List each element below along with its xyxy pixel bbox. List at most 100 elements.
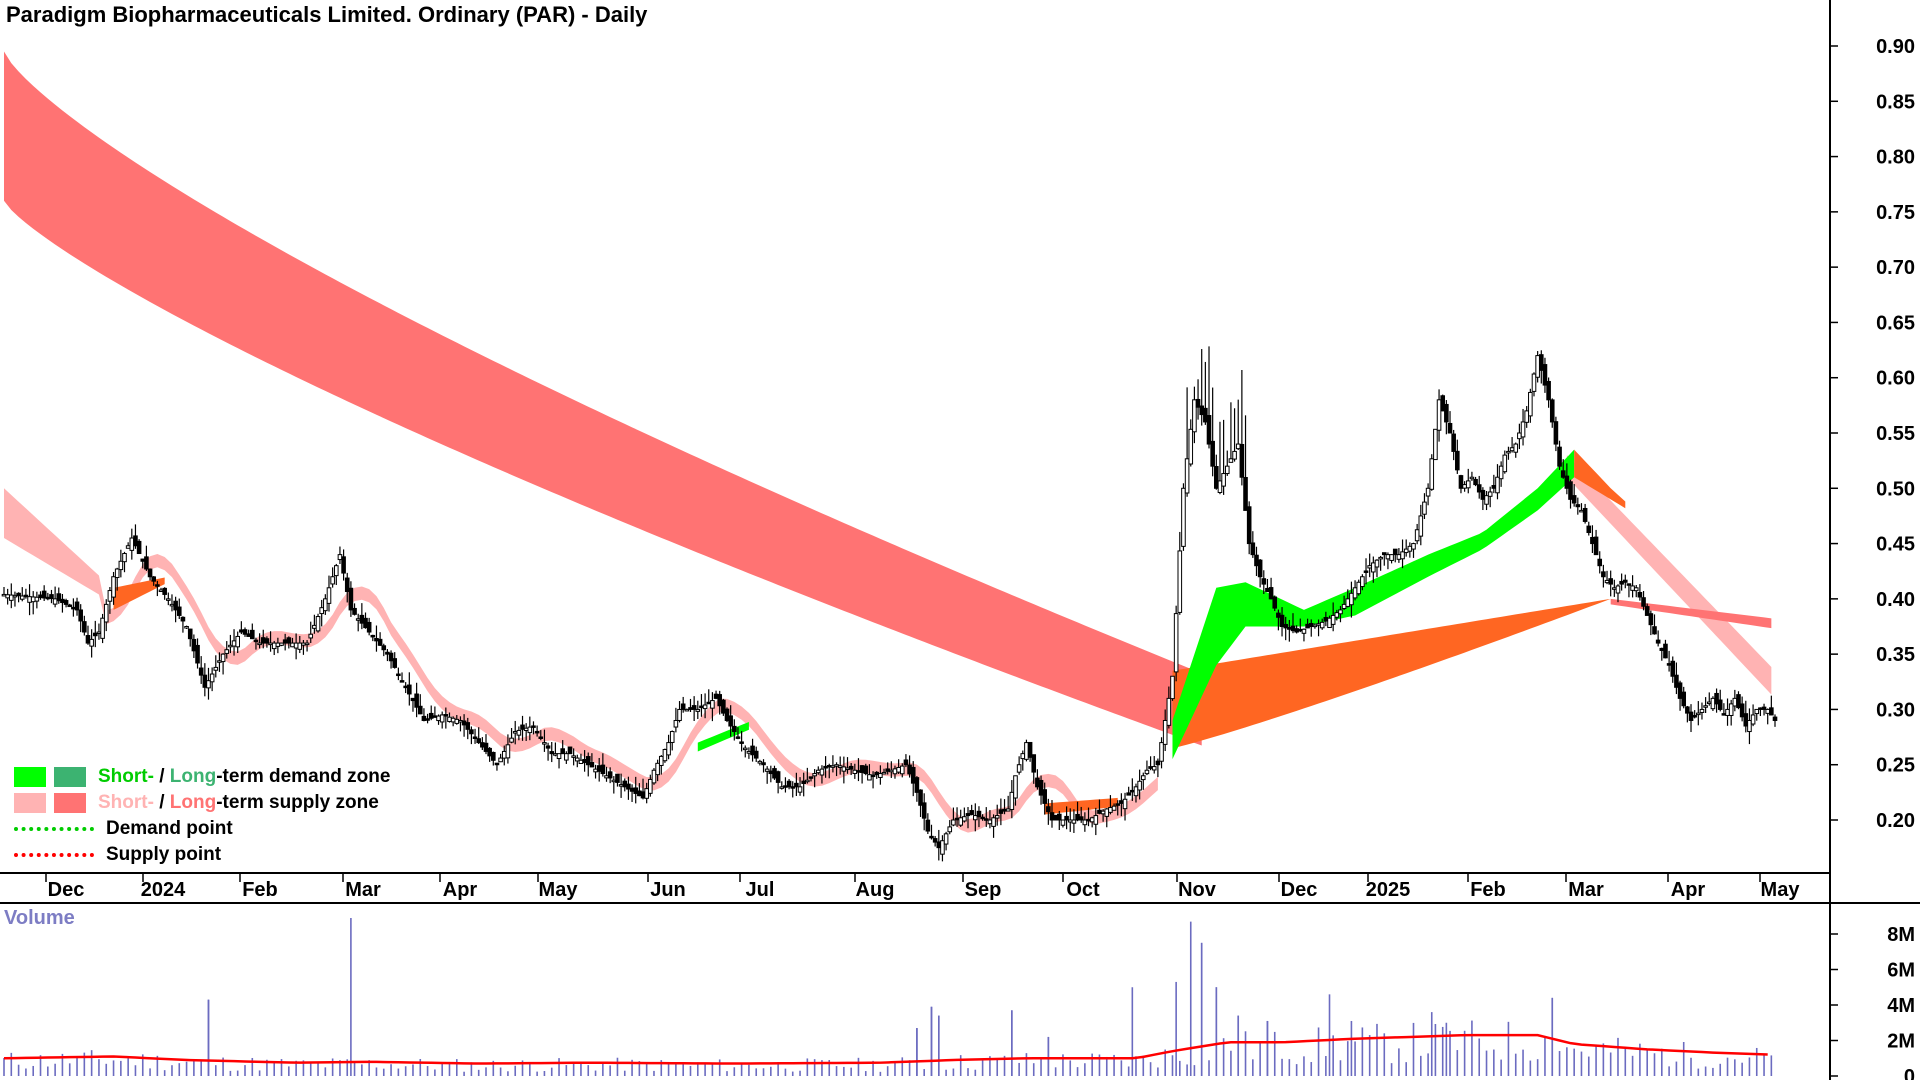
candle-body (1345, 598, 1351, 607)
candle-body (239, 629, 244, 633)
candle-body (1542, 364, 1548, 386)
candle-body (450, 717, 456, 723)
candle-body (107, 590, 113, 602)
candle-body (235, 635, 240, 648)
candle-body (1484, 495, 1489, 505)
candle-body (779, 786, 785, 789)
candle-body (242, 629, 248, 635)
candle-body (520, 724, 525, 730)
candle-body (527, 726, 533, 734)
candle-body (896, 766, 901, 773)
candle-body (304, 642, 310, 646)
candle-body (699, 705, 704, 709)
candle-body (567, 746, 573, 755)
candle-body (308, 633, 314, 639)
candle-body (845, 767, 850, 771)
candle-body (998, 809, 1004, 814)
candle-body (983, 818, 989, 821)
candle-body (166, 598, 171, 601)
candle-body (929, 835, 934, 839)
candle-body (385, 651, 390, 655)
price-tick-label: 0.35 (1876, 644, 1915, 666)
candle-body (542, 742, 547, 745)
candle-body (1732, 697, 1738, 707)
candle-body (969, 810, 974, 815)
candle-body (914, 777, 920, 793)
candle-body (852, 769, 858, 774)
candle-body (103, 603, 109, 623)
supply-point-line (14, 853, 94, 857)
price-tick-label: 0.60 (1876, 368, 1915, 390)
candle-body (1414, 529, 1420, 542)
indicator-bands (4, 51, 1772, 833)
candle-body (1506, 450, 1511, 454)
candle-body (1013, 775, 1018, 799)
candle-body (721, 699, 726, 714)
candle-body (724, 708, 730, 721)
candle-body (1677, 682, 1683, 699)
candle-body (962, 816, 967, 822)
candle-body (1294, 628, 1299, 633)
candle-body (1403, 548, 1409, 554)
candle-body (545, 745, 551, 749)
candle-body (611, 779, 617, 783)
candle-body (1301, 628, 1307, 634)
volume-tick-label: 0 (1904, 1066, 1915, 1080)
candle-body (180, 616, 186, 622)
candle-body (1162, 719, 1168, 745)
candle-body (348, 587, 354, 611)
volume-tick-label: 4M (1887, 995, 1915, 1017)
candle-body (589, 762, 595, 768)
candle-body (746, 750, 752, 754)
candle-body (1557, 446, 1562, 467)
candle-body (202, 674, 208, 688)
volume-tick-label: 6M (1887, 960, 1915, 982)
candle-body (1232, 450, 1237, 460)
candle-body (1082, 819, 1088, 826)
candle-body (1590, 536, 1595, 545)
candle-body (830, 765, 836, 768)
candle-body (1235, 443, 1241, 450)
candle-body (487, 747, 492, 757)
candle-body (1276, 612, 1281, 618)
candle-body (1035, 777, 1040, 788)
demand-point-label: Demand point (106, 818, 233, 839)
time-tick-label: Jul (746, 879, 775, 901)
candle-body (1469, 476, 1475, 480)
candle-body (282, 639, 288, 644)
time-tick-label: 2024 (141, 879, 186, 901)
candle-body (1327, 617, 1332, 629)
candle-body (1601, 571, 1606, 578)
candle-body (1133, 786, 1139, 797)
price-tick-label: 0.90 (1876, 36, 1915, 58)
candle-body (1531, 373, 1537, 392)
time-tick-label: Jun (650, 879, 686, 901)
candle-body (1670, 660, 1676, 677)
candle-body (1159, 742, 1164, 762)
candle-body (133, 535, 138, 547)
candle-body (1075, 813, 1080, 821)
short-term-demand-band (1172, 449, 1575, 760)
candle-body (1367, 565, 1372, 569)
candle-body (1279, 614, 1285, 628)
legend-demand-point: Demand point (14, 816, 390, 842)
candle-body (1356, 581, 1362, 595)
candle-body (1126, 792, 1131, 796)
time-tick-label: Mar (345, 879, 381, 901)
price-tick-label: 0.20 (1876, 810, 1915, 832)
price-tick-label: 0.30 (1876, 699, 1915, 721)
candle-body (501, 750, 507, 759)
candle-body (658, 755, 664, 766)
candle-body (585, 756, 591, 766)
candle-body (976, 810, 982, 818)
candle-body (1721, 713, 1727, 716)
candle-body (662, 749, 668, 762)
candle-body (1239, 443, 1245, 478)
candle-body (669, 731, 675, 743)
candle-body (892, 768, 898, 775)
candle-body (293, 642, 299, 649)
candle-body (994, 815, 1000, 819)
candle-body (571, 755, 576, 758)
time-tick-label: Dec (1281, 879, 1318, 901)
volume-tick-label: 8M (1887, 924, 1915, 946)
